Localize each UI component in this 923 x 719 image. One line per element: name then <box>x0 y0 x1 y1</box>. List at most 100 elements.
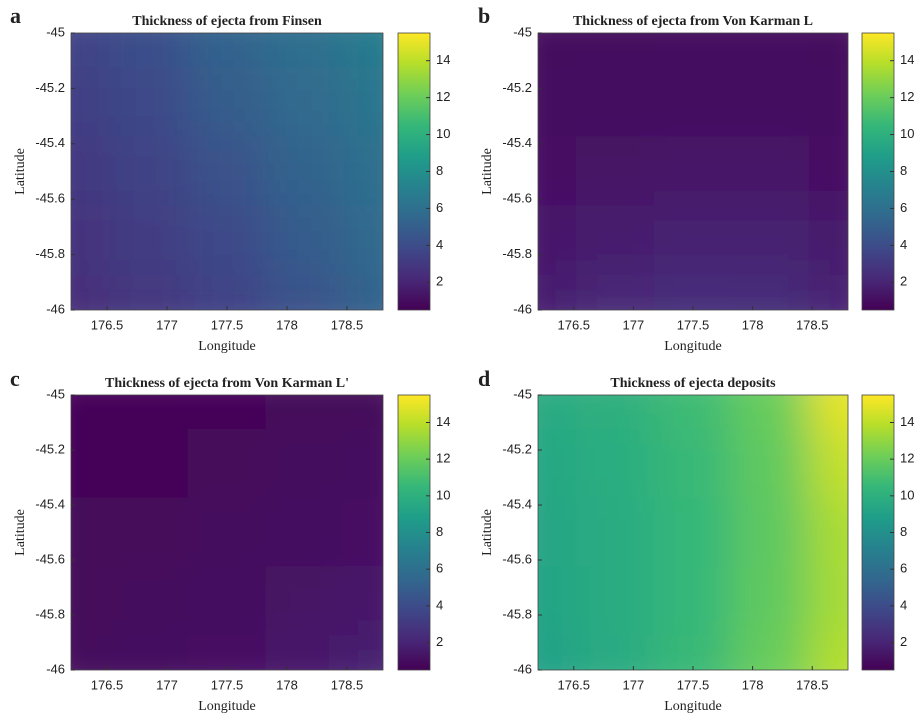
x-tick-label: 176.5 <box>557 317 590 332</box>
x-tick-label: 177.5 <box>211 677 244 692</box>
heat-cell <box>343 566 383 637</box>
heat-cell <box>538 67 578 138</box>
y-tick-label: -45 <box>513 24 532 39</box>
heat-cell <box>538 497 578 568</box>
heat-cell <box>576 395 655 430</box>
colorbar-tick-label: 6 <box>436 561 443 576</box>
colorbar-tick-label: 4 <box>436 237 443 252</box>
colorbar-tick-label: 2 <box>436 274 443 289</box>
colorbar-tick-label: 2 <box>900 634 907 649</box>
panel: 176.5 177 177.5 178 178.5 -45 -45.2 -45.4 -45.6 -… <box>10 3 450 354</box>
panel: 176.5 177 177.5 178 178.5 -45 -45.2 -45.4 -45.6 -… <box>478 3 914 354</box>
y-tick-label: -46 <box>513 661 532 676</box>
x-axis-label: Longitude <box>664 699 722 714</box>
heat-cell <box>109 274 189 310</box>
heat-cell <box>538 274 578 310</box>
panel-label: a <box>10 3 21 28</box>
panel-label: b <box>478 3 490 28</box>
plot-area <box>538 395 848 670</box>
heat-cell <box>71 67 111 138</box>
colorbar <box>861 394 895 671</box>
panel-label: c <box>10 366 20 391</box>
colorbar-tick-label: 8 <box>900 163 907 178</box>
heat-cell <box>731 33 810 69</box>
heat-cell <box>808 274 848 310</box>
heat-cell <box>71 635 111 670</box>
colorbar <box>397 32 431 311</box>
colorbar <box>397 394 431 671</box>
heat-cell <box>653 428 733 499</box>
heat-cell <box>653 274 733 310</box>
heat-cell <box>808 428 848 499</box>
y-tick-label: -45.4 <box>35 135 65 150</box>
heat-cell <box>576 205 655 276</box>
heat-cell <box>653 205 733 276</box>
y-tick-label: -45.8 <box>35 606 65 621</box>
heat-cell <box>731 497 810 568</box>
colorbar-tick-label: 4 <box>900 237 907 252</box>
x-tick-label: 178 <box>276 677 298 692</box>
y-tick-label: -45 <box>46 24 65 39</box>
y-tick-label: -45.6 <box>35 551 65 566</box>
heat-cell <box>109 395 189 430</box>
heatmap-cells <box>538 395 848 670</box>
heat-cell <box>187 395 267 430</box>
y-tick-label: -46 <box>46 301 65 316</box>
colorbar-tick-label: 10 <box>436 126 450 141</box>
heat-cell <box>653 566 733 637</box>
chart-title: Thickness of ejecta deposits <box>610 376 776 391</box>
heat-cell <box>265 635 345 670</box>
heat-cell <box>538 566 578 637</box>
heat-cell <box>576 67 655 138</box>
heat-cell <box>109 428 189 499</box>
heat-cell <box>808 67 848 138</box>
heat-cell <box>808 395 848 430</box>
heat-cell <box>653 136 733 207</box>
colorbar-tick-label: 14 <box>900 52 914 67</box>
heat-cell <box>576 497 655 568</box>
heat-cell <box>808 33 848 69</box>
heat-cell <box>109 67 189 138</box>
heat-cell <box>187 566 267 637</box>
heat-cell <box>343 205 383 276</box>
x-tick-label: 178.5 <box>331 677 364 692</box>
x-tick-label: 176.5 <box>91 317 124 332</box>
heat-cell <box>653 497 733 568</box>
heat-cell <box>71 428 111 499</box>
heat-cell <box>731 67 810 138</box>
heatmap-cells <box>71 395 383 670</box>
heat-cell <box>576 274 655 310</box>
x-axis-label: Longitude <box>664 339 722 354</box>
heat-cell <box>187 205 267 276</box>
heat-cell <box>576 635 655 670</box>
heat-cell <box>538 205 578 276</box>
heat-cell <box>265 497 345 568</box>
x-tick-label: 176.5 <box>91 677 124 692</box>
colorbar-tick-label: 8 <box>900 524 907 539</box>
plot-area <box>71 395 383 670</box>
heat-cell <box>109 205 189 276</box>
y-axis-label: Latitude <box>13 509 28 556</box>
heat-cell <box>265 205 345 276</box>
heat-cell <box>808 136 848 207</box>
chart-title: Thickness of ejecta from Finsen <box>132 14 322 29</box>
chart-title: Thickness of ejecta from Von Karman L <box>573 14 813 29</box>
colorbar-tick-label: 10 <box>900 126 914 141</box>
plot-area <box>538 33 848 310</box>
x-tick-label: 177 <box>623 317 645 332</box>
heat-cell <box>808 635 848 670</box>
heat-cell <box>731 205 810 276</box>
heat-cell <box>265 274 345 310</box>
y-tick-label: -45.8 <box>502 606 532 621</box>
y-tick-label: -45.6 <box>502 191 532 206</box>
colorbar-tick-label: 4 <box>436 597 443 612</box>
x-tick-label: 176.5 <box>557 677 590 692</box>
y-tick-label: -45.2 <box>35 441 65 456</box>
colorbar-tick-label: 10 <box>900 487 914 502</box>
y-tick-label: -45.2 <box>502 441 532 456</box>
heat-cell <box>343 497 383 568</box>
x-tick-label: 177.5 <box>211 317 244 332</box>
panel: 176.5 177 177.5 178 178.5 -45 -45.2 -45.4 -45.6 -… <box>478 366 914 714</box>
colorbar-tick-label: 12 <box>436 89 450 104</box>
